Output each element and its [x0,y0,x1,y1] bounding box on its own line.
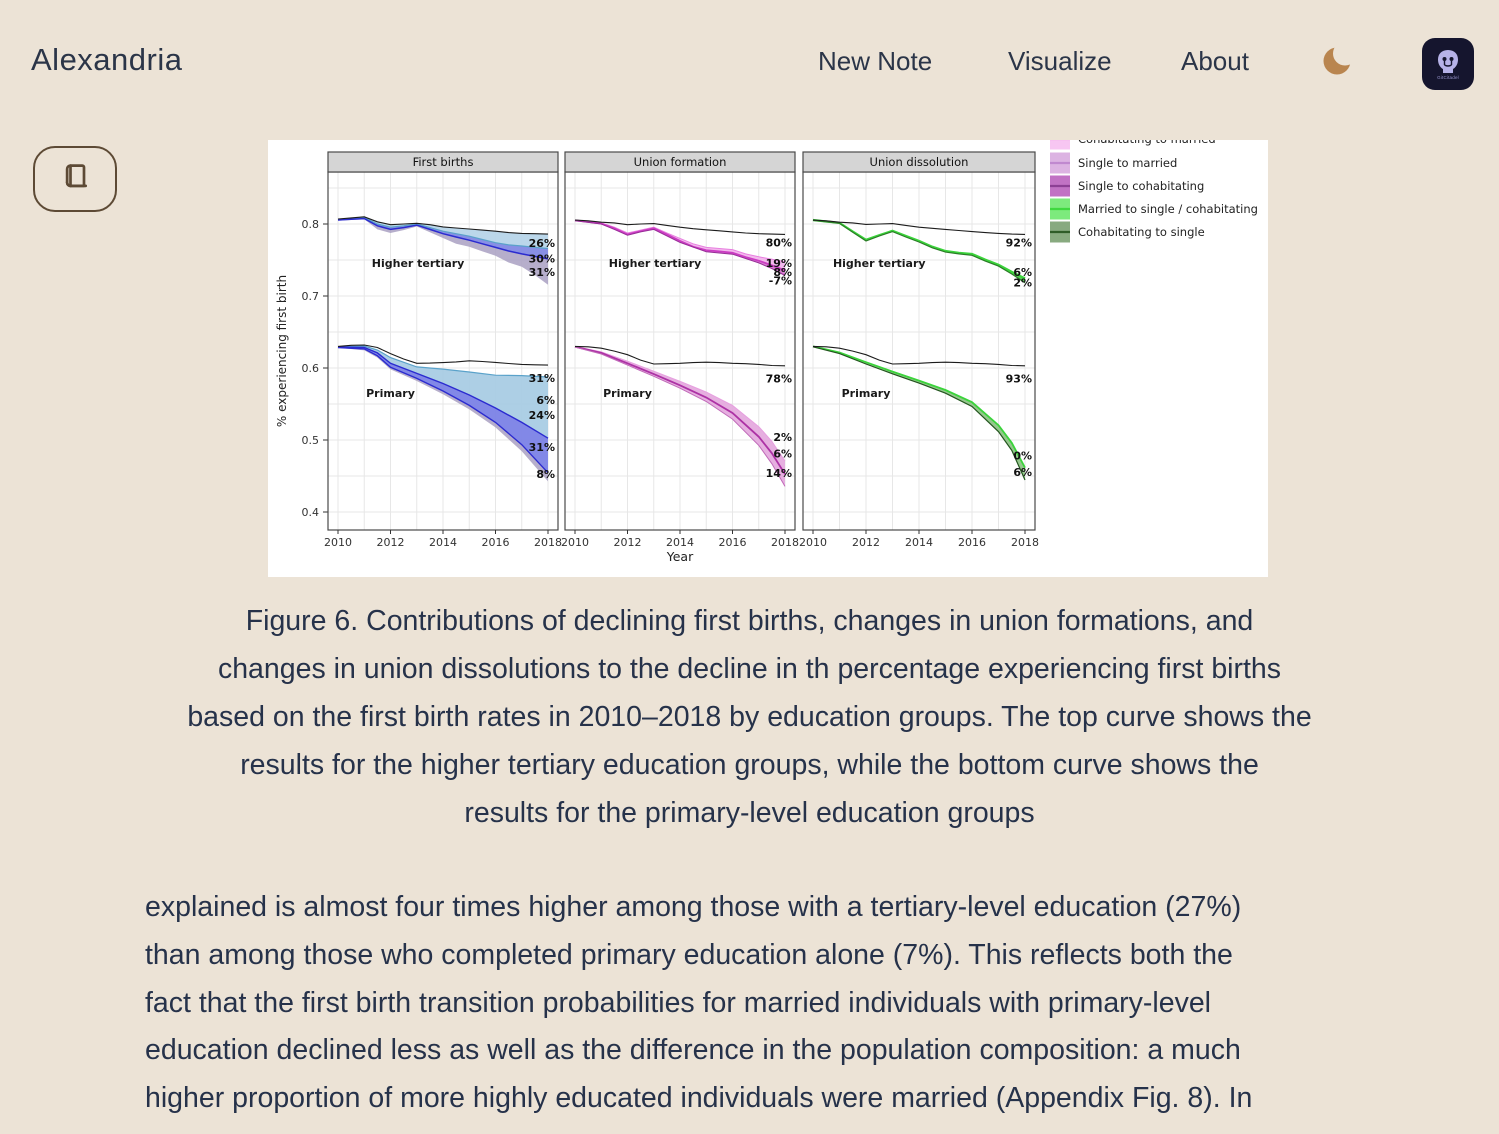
body-line: explained is almost four times higher am… [145,891,1242,923]
svg-text:93%: 93% [1006,372,1032,385]
svg-text:Union dissolution: Union dissolution [870,155,969,169]
caption-line: Figure 6. Contributions of declining fir… [245,605,1254,637]
body-line: higher proportion of more highly educate… [145,1082,1253,1115]
svg-text:92%: 92% [1006,237,1032,250]
svg-text:2010: 2010 [561,536,589,549]
svg-text:Cohabitating to single: Cohabitating to single [1078,225,1205,239]
svg-text:-7%: -7% [769,275,792,288]
svg-text:2%: 2% [1013,276,1032,289]
svg-text:0%: 0% [1013,449,1032,462]
svg-text:31%: 31% [529,441,555,454]
svg-text:Primary: Primary [603,387,652,400]
svg-text:0.4: 0.4 [302,506,320,519]
svg-text:2012: 2012 [377,536,405,549]
figure-caption: Figure 6. Contributions of declining fir… [0,597,1499,837]
svg-text:0.8: 0.8 [302,218,320,231]
book-icon [57,160,93,199]
svg-text:6%: 6% [773,447,792,460]
svg-text:2016: 2016 [958,536,986,549]
svg-text:First births: First births [413,155,474,169]
nav-about[interactable]: About [1181,46,1249,76]
svg-text:Union formation: Union formation [634,155,727,169]
svg-text:Married to single / cohabitati: Married to single / cohabitating [1078,202,1258,216]
theme-toggle-button[interactable] [1320,40,1360,80]
caption-line: changes in union dissolutions to the dec… [217,653,1282,685]
svg-text:8%: 8% [536,468,555,481]
svg-text:30%: 30% [529,253,555,266]
caption-line: based on the first birth rates in 2010–2… [187,701,1312,733]
svg-text:0.7: 0.7 [302,290,320,303]
svg-text:Higher tertiary: Higher tertiary [609,257,702,270]
svg-text:Higher tertiary: Higher tertiary [372,257,465,270]
svg-text:Higher tertiary: Higher tertiary [833,257,926,270]
svg-text:Year: Year [666,549,694,564]
svg-text:19%: 19% [766,257,792,270]
body-line: fact that the first birth transition pro… [145,986,1212,1019]
svg-text:2012: 2012 [614,536,642,549]
svg-text:0.6: 0.6 [302,362,320,375]
svg-text:2018: 2018 [771,536,799,549]
body-paragraph: explained is almost four times higher am… [145,884,1415,1134]
svg-text:2014: 2014 [666,536,694,549]
svg-text:6%: 6% [536,394,555,407]
svg-text:2012: 2012 [852,536,880,549]
svg-text:78%: 78% [766,372,792,385]
figure-image: 0.8 0.7 0.6 0.5 0.4 % experiencing first birt… [268,140,1268,577]
svg-text:2010: 2010 [324,536,352,549]
nav-new-note[interactable]: New Note [818,46,933,76]
logo-text: GitCitadel [1437,75,1459,80]
svg-text:0.5: 0.5 [302,434,320,447]
svg-text:31%: 31% [529,266,555,279]
svg-text:Cohabitating to married: Cohabitating to married [1078,140,1216,146]
svg-text:Single to married: Single to married [1078,156,1177,170]
svg-text:2014: 2014 [429,536,457,549]
nav-visualize[interactable]: Visualize [1008,46,1112,76]
svg-text:6%: 6% [1013,466,1032,479]
svg-text:2014: 2014 [905,536,933,549]
svg-text:14%: 14% [766,467,792,480]
svg-text:2016: 2016 [719,536,747,549]
svg-text:2%: 2% [773,431,792,444]
svg-text:2018: 2018 [1011,536,1039,549]
svg-text:6%: 6% [1013,266,1032,279]
svg-text:8%: 8% [773,266,792,279]
svg-text:% experiencing first birth: % experiencing first birth [275,275,289,427]
svg-text:2016: 2016 [482,536,510,549]
svg-text:31%: 31% [529,372,555,385]
svg-text:26%: 26% [529,237,555,250]
body-line: than among those who completed primary e… [145,938,1233,971]
reader-mode-button[interactable] [33,146,117,212]
body-line: education declined less as well as the d… [145,1034,1241,1067]
svg-text:Primary: Primary [842,387,891,400]
shield-icon [1433,48,1463,79]
caption-line: results for the higher tertiary educatio… [240,749,1259,781]
caption-line: results for the primary-level education … [464,797,1035,829]
gitcitadel-logo-button[interactable]: GitCitadel [1422,38,1474,90]
svg-text:80%: 80% [766,237,792,250]
svg-text:Primary: Primary [366,387,415,400]
figure-chart: 0.8 0.7 0.6 0.5 0.4 % experiencing first birt… [268,140,1268,577]
svg-text:2018: 2018 [534,536,562,549]
svg-text:2010: 2010 [799,536,827,549]
svg-text:24%: 24% [529,409,555,422]
svg-text:Single to cohabitating: Single to cohabitating [1078,179,1204,193]
moon-icon [1320,41,1360,83]
body-line: contrast, the decomposition shows that t… [145,1123,1415,1134]
app-brand: Alexandria [31,42,183,77]
